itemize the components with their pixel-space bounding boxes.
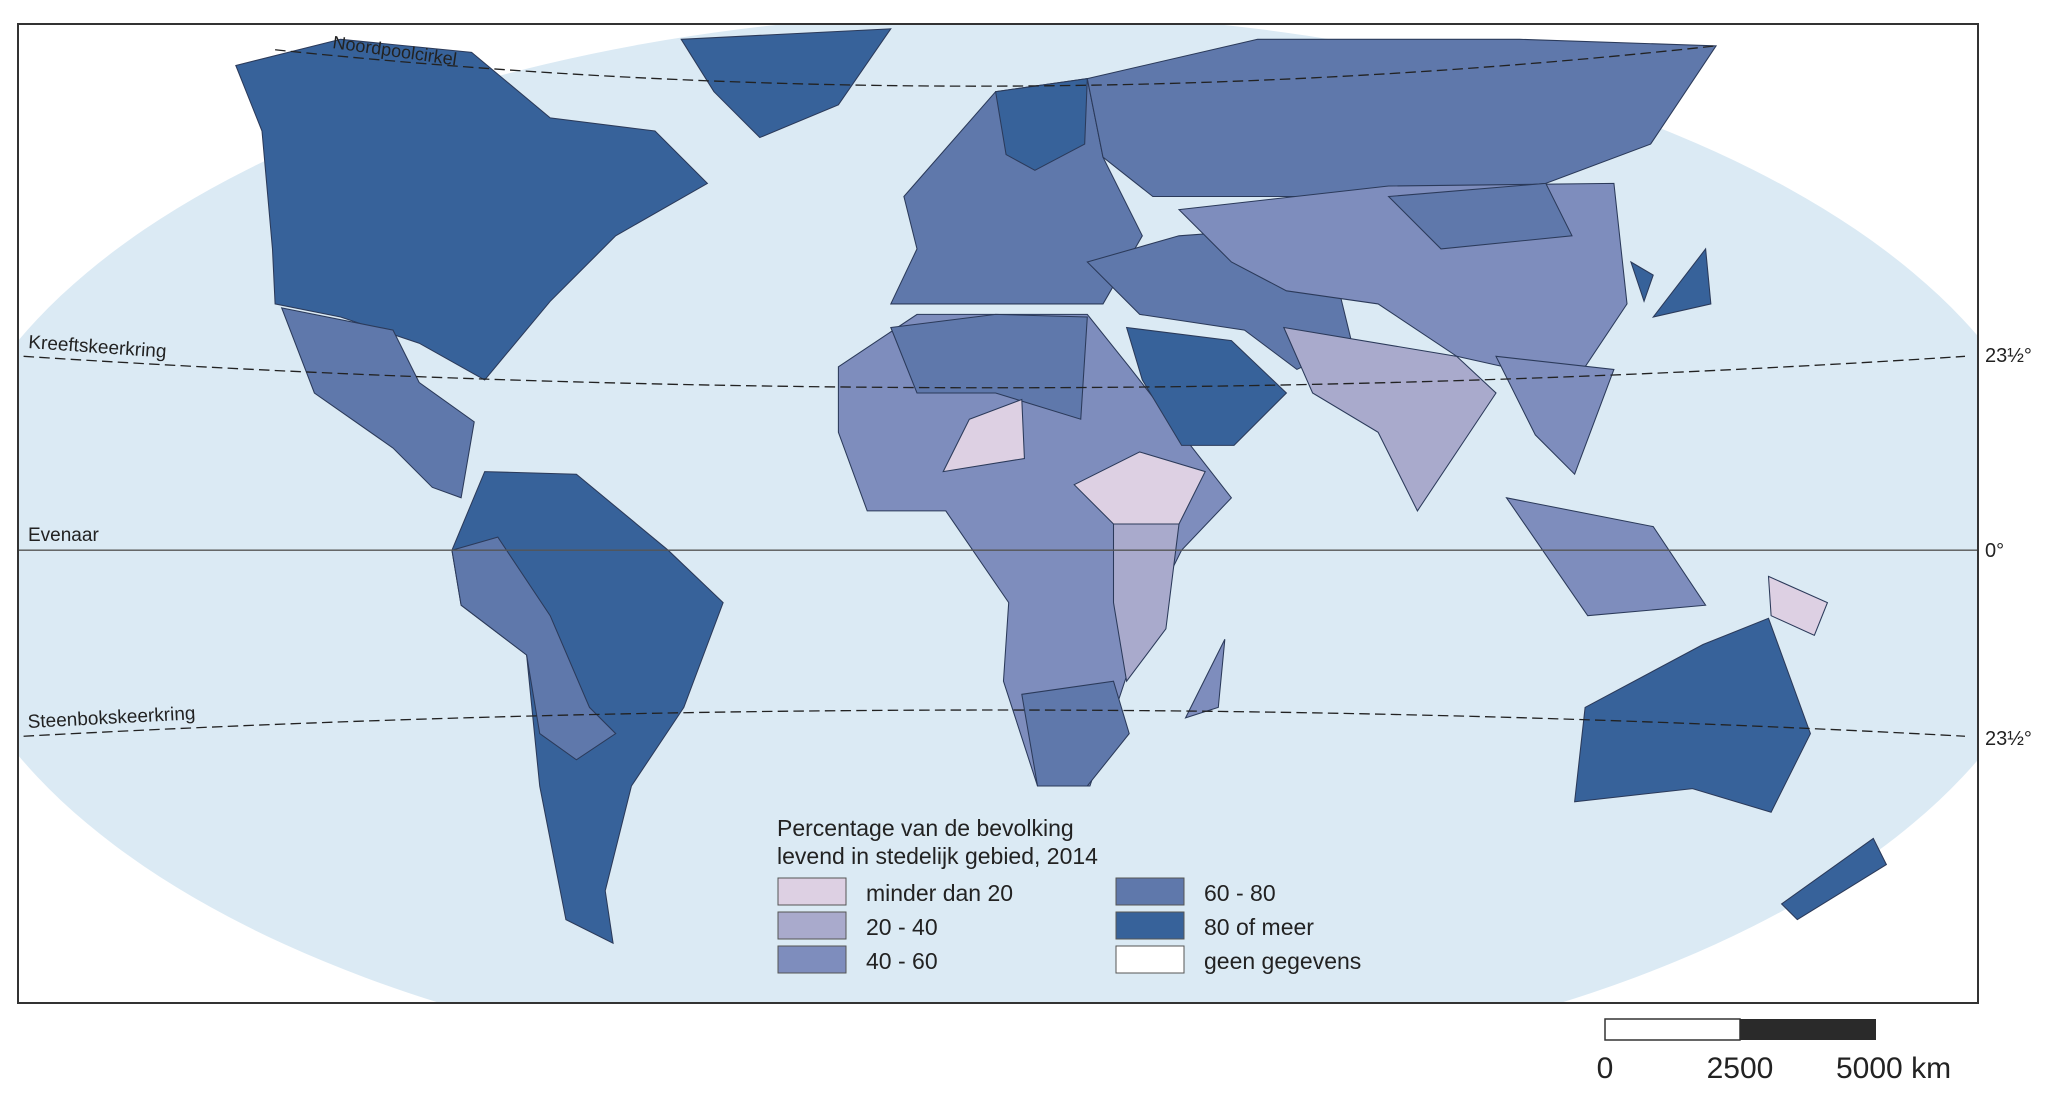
map-frame bbox=[17, 23, 1979, 1004]
legend-swatch-5 bbox=[1115, 945, 1185, 974]
region-scandinavia bbox=[994, 77, 1088, 171]
region-southeast-asia bbox=[1495, 355, 1615, 476]
legend-swatch-1 bbox=[777, 911, 847, 940]
scale-bar-white-segment bbox=[1604, 1018, 1741, 1041]
region-north-africa bbox=[890, 313, 1088, 420]
region-japan-korea bbox=[1630, 247, 1712, 318]
region-australia bbox=[1574, 617, 1811, 813]
legend-label-0: minder dan 20 bbox=[866, 880, 1013, 906]
scale-label-0: 0 bbox=[1597, 1052, 1614, 1085]
region-andes bbox=[451, 536, 617, 761]
scale-bar-black-segment bbox=[1740, 1019, 1876, 1040]
legend: Percentage van de bevolking levend in st… bbox=[777, 815, 1361, 974]
region-southern-africa bbox=[1021, 680, 1130, 787]
scale-label-2500: 2500 bbox=[1707, 1052, 1774, 1085]
region-east-africa bbox=[1073, 451, 1206, 525]
scale-bar: 0 2500 5000 km bbox=[1597, 1018, 1951, 1085]
latitude-label-cancer: 23½° bbox=[1985, 345, 2032, 367]
region-papua bbox=[1767, 575, 1829, 637]
scale-label-5000: 5000 km bbox=[1836, 1052, 1951, 1085]
legend-label-4: 80 of meer bbox=[1204, 914, 1314, 940]
region-madagascar bbox=[1184, 639, 1226, 719]
region-mongolia bbox=[1387, 182, 1573, 250]
equator-label: Evenaar bbox=[28, 525, 99, 546]
region-indonesia bbox=[1505, 497, 1707, 617]
legend-title-line2: levend in stedelijk gebied, 2014 bbox=[777, 843, 1098, 869]
legend-label-5: geen gegevens bbox=[1204, 948, 1361, 974]
region-sahel bbox=[942, 398, 1025, 473]
legend-swatch-3 bbox=[1115, 877, 1185, 906]
region-north-america bbox=[235, 38, 709, 381]
region-south-asia bbox=[1282, 326, 1497, 512]
legend-title-line1: Percentage van de bevolking bbox=[777, 815, 1074, 841]
latitude-label-equator: 0° bbox=[1985, 540, 2004, 562]
region-central-america bbox=[280, 307, 475, 499]
region-russia bbox=[1086, 38, 1718, 198]
region-new-zealand bbox=[1780, 837, 1888, 921]
legend-swatch-0 bbox=[777, 877, 847, 906]
legend-label-2: 40 - 60 bbox=[866, 948, 938, 974]
legend-label-3: 60 - 80 bbox=[1204, 880, 1276, 906]
region-east-africa-2 bbox=[1112, 523, 1180, 683]
legend-swatch-4 bbox=[1115, 911, 1185, 940]
arctic-circle-line bbox=[275, 45, 1717, 87]
latitude-label-capricorn: 23½° bbox=[1985, 728, 2032, 750]
legend-label-1: 20 - 40 bbox=[866, 914, 938, 940]
legend-swatch-2 bbox=[777, 945, 847, 974]
